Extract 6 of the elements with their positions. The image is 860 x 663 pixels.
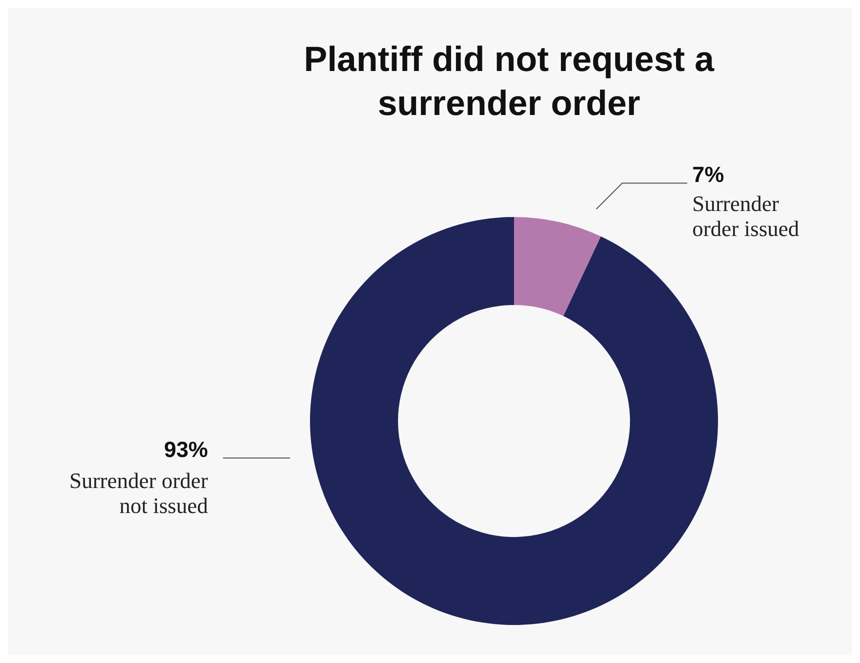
slice-label: Surrender order issued bbox=[692, 191, 800, 242]
donut-slice bbox=[514, 217, 601, 316]
slice-label: Surrender order not issued bbox=[69, 468, 209, 518]
chart-title: Plantiff did not request a surrender order bbox=[302, 39, 716, 125]
data-label: 93% bbox=[164, 437, 208, 462]
data-label: 7% bbox=[692, 162, 724, 188]
